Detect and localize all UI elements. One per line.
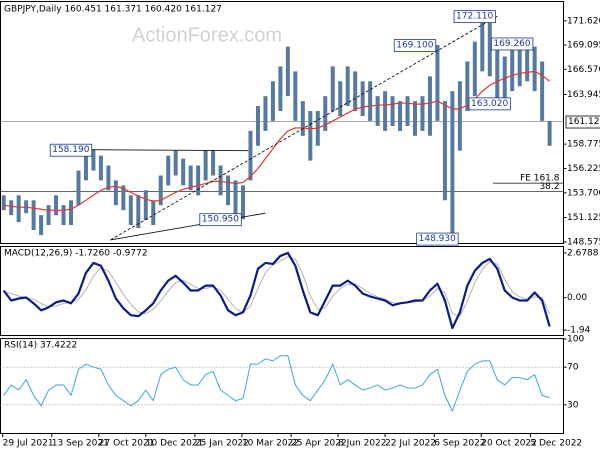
annotation-box [491, 37, 534, 51]
y-tick-label: 30 [567, 400, 579, 410]
x-tick-label: 25 Jan 2022 [195, 439, 249, 449]
rsi-title: RSI(14) 37.4222 [4, 341, 77, 351]
annotation-box [468, 97, 511, 111]
annotation-box [393, 39, 437, 52]
x-tick-label: 10 Mar 2022 [242, 439, 299, 449]
y-tick-label: 0.00 [567, 293, 587, 303]
y-tick-label: 156.225 [567, 164, 600, 174]
annotation-label: 169.100 [396, 40, 433, 50]
x-tick-label: 8 Jun 2022 [338, 439, 386, 449]
y-tick-label: 153.700 [567, 188, 600, 198]
y-tick-label: 158.775 [567, 140, 600, 150]
annotation-label: 172.110 [456, 12, 493, 22]
x-tick-label: 13 Sep 2021 [52, 439, 109, 449]
x-tick-label: 5 Dec 2022 [530, 439, 582, 449]
y-tick-label: 163.945 [567, 90, 600, 100]
x-tick-label: 10 Dec 2021 [146, 439, 204, 449]
y-tick-label: 169.095 [567, 41, 600, 51]
x-tick-label: 27 Oct 2021 [99, 439, 155, 449]
rsi-line [3, 355, 550, 412]
chart-header: GBPJPY,Daily 160.451 161.371 160.420 161… [4, 5, 222, 15]
y-tick-label: 100 [567, 335, 584, 345]
x-tick-label: 6 Sep 2022 [434, 439, 485, 449]
annotation-box [49, 143, 93, 157]
x-tick-label: 22 Jul 2022 [385, 439, 436, 449]
annotation-box [416, 232, 459, 246]
level-label: FE 161.8 [520, 174, 560, 184]
x-tick-label: 29 Jul 2021 [3, 439, 54, 449]
y-tick-label: 166.570 [567, 65, 600, 75]
annotation-label: 150.950 [202, 215, 239, 225]
watermark: ActionForex.com [132, 24, 282, 46]
y-tick-label: 2.6788 [567, 248, 599, 258]
y-tick-label: 171.620 [567, 16, 600, 26]
price-panel [0, 1, 564, 244]
annotation-box [199, 213, 242, 227]
macd-title: MACD(12,26,9) -1.7260 -0.9772 [4, 249, 148, 259]
rsi-panel [0, 338, 564, 434]
macd-line [2, 251, 551, 330]
macd-panel [0, 246, 564, 336]
trendline [110, 15, 498, 241]
annotation-label: 148.930 [419, 234, 456, 244]
annotation-label: 163.020 [471, 99, 508, 109]
x-tick-label: 20 Oct 2022 [481, 439, 537, 449]
trendline [85, 149, 249, 152]
y-tick-label: -1.94 [567, 326, 591, 336]
level-label: 38.2 [539, 182, 559, 192]
last-price-label: 161.127 [568, 117, 600, 127]
annotation-label: 169.260 [493, 39, 530, 49]
annotation-box [453, 10, 496, 24]
annotation-label: 158.190 [52, 145, 89, 155]
last-price-label-box [565, 115, 600, 129]
x-tick-label: 25 Apr 2022 [291, 439, 347, 449]
y-tick-label: 151.125 [567, 213, 600, 223]
y-tick-label: 148.575 [567, 237, 600, 247]
y-tick-label: 70 [567, 363, 579, 373]
